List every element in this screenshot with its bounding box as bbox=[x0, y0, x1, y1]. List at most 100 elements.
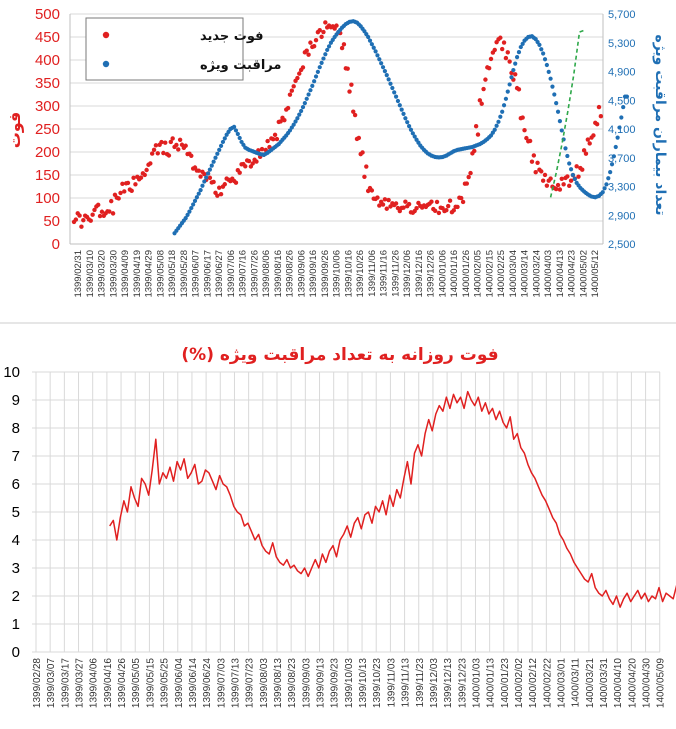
icu-point bbox=[563, 146, 568, 151]
icu-point bbox=[375, 53, 380, 58]
bottom-x-tick-label: 1399/02/28 bbox=[32, 658, 43, 708]
icu-point bbox=[617, 125, 622, 130]
top-x-tick-label: 1399/04/09 bbox=[120, 250, 131, 298]
bottom-x-tick-label: 1399/09/13 bbox=[316, 658, 327, 708]
death-point bbox=[542, 172, 548, 178]
top-x-tick-label: 1399/11/26 bbox=[390, 250, 401, 297]
top-left-tick-label: 50 bbox=[43, 213, 60, 230]
icu-point bbox=[367, 38, 373, 43]
death-point bbox=[183, 143, 188, 148]
death-point bbox=[585, 137, 591, 142]
icu-point bbox=[503, 96, 509, 101]
top-chart-right-axis-title: تعداد بیماران مراقبت ویژه bbox=[652, 34, 668, 215]
icu-point bbox=[609, 162, 615, 167]
icu-point bbox=[513, 61, 518, 66]
icu-point bbox=[611, 154, 616, 159]
icu-trend-line bbox=[549, 29, 586, 198]
bottom-x-tick-label: 1399/11/13 bbox=[401, 658, 412, 708]
icu-point bbox=[198, 187, 203, 193]
death-point bbox=[393, 201, 399, 206]
death-point bbox=[544, 183, 550, 188]
icu-point bbox=[326, 44, 332, 49]
bottom-x-tick-label: 1399/05/05 bbox=[131, 658, 142, 708]
top-x-tick-label: 1399/05/28 bbox=[179, 250, 190, 298]
death-point bbox=[287, 92, 293, 97]
top-right-tick-label: 2,500 bbox=[608, 239, 636, 251]
icu-point bbox=[187, 209, 192, 214]
bottom-x-tick-label: 1400/02/12 bbox=[528, 658, 539, 708]
death-point bbox=[198, 174, 203, 179]
top-x-tick-label: 1400/04/23 bbox=[567, 250, 578, 298]
death-point bbox=[479, 101, 484, 106]
death-point bbox=[120, 181, 125, 187]
top-right-tick-label: 3,300 bbox=[608, 182, 636, 194]
top-x-tick-label: 1400/03/04 bbox=[508, 250, 519, 298]
death-point bbox=[360, 150, 365, 155]
death-point bbox=[149, 151, 155, 156]
bottom-x-tick-label: 1399/09/23 bbox=[330, 658, 341, 708]
bottom-y-tick-label: 1 bbox=[12, 616, 20, 633]
bottom-y-tick-label: 10 bbox=[3, 364, 20, 381]
top-right-tick-label: 4,100 bbox=[608, 124, 636, 136]
top-x-tick-label: 1399/07/26 bbox=[249, 250, 260, 298]
top-x-tick-label: 1400/05/02 bbox=[578, 250, 589, 298]
death-point bbox=[598, 113, 604, 119]
bottom-x-tick-label: 1399/10/23 bbox=[372, 658, 383, 708]
legend-marker-new-deaths bbox=[102, 31, 110, 39]
death-point bbox=[403, 199, 408, 204]
icu-point bbox=[371, 45, 376, 50]
icu-point bbox=[403, 116, 408, 121]
icu-point bbox=[191, 202, 196, 207]
death-point bbox=[313, 37, 319, 43]
bottom-x-tick-label: 1399/09/03 bbox=[301, 658, 312, 708]
icu-point bbox=[498, 114, 503, 119]
death-point bbox=[503, 55, 509, 61]
death-point bbox=[473, 124, 479, 129]
top-right-tick-label: 4,900 bbox=[608, 67, 636, 79]
bottom-x-tick-label: 1400/03/11 bbox=[571, 658, 582, 708]
bottom-x-tick-label: 1399/12/03 bbox=[429, 658, 440, 708]
icu-point bbox=[550, 84, 555, 89]
icu-point bbox=[565, 153, 570, 159]
top-x-tick-label: 1400/02/25 bbox=[496, 250, 507, 298]
top-left-tick-label: 0 bbox=[52, 236, 60, 253]
icu-point bbox=[554, 101, 559, 106]
icu-point bbox=[302, 101, 307, 106]
death-point bbox=[295, 75, 300, 81]
top-x-tick-label: 1399/08/26 bbox=[285, 250, 296, 298]
icu-point bbox=[382, 69, 388, 74]
icu-point bbox=[407, 124, 412, 129]
top-chart-x-axis: 1399/02/31 1399/03/10 1399/03/20 1399/03/30… bbox=[73, 250, 601, 298]
death-point bbox=[386, 197, 391, 203]
top-chart-plot-area bbox=[71, 19, 630, 236]
icu-point bbox=[386, 77, 391, 82]
death-point bbox=[384, 206, 389, 211]
death-point bbox=[524, 135, 529, 141]
death-point bbox=[196, 168, 201, 173]
death-point bbox=[382, 197, 388, 202]
death-point bbox=[323, 20, 328, 25]
death-point bbox=[341, 42, 347, 47]
top-x-tick-label: 1399/05/08 bbox=[155, 250, 166, 298]
death-point bbox=[414, 205, 419, 211]
bottom-y-tick-label: 5 bbox=[12, 504, 20, 521]
top-x-tick-label: 1400/01/06 bbox=[437, 250, 448, 298]
death-point bbox=[475, 132, 481, 137]
death-point bbox=[401, 205, 406, 210]
bottom-x-tick-label: 1399/10/03 bbox=[344, 658, 355, 708]
death-point bbox=[432, 208, 438, 214]
icu-point bbox=[313, 74, 319, 79]
top-x-tick-label: 1399/08/16 bbox=[273, 250, 284, 298]
icu-point bbox=[194, 195, 199, 200]
death-point bbox=[436, 210, 442, 216]
top-x-tick-label: 1400/03/14 bbox=[520, 250, 531, 298]
death-point bbox=[207, 175, 213, 181]
icu-point bbox=[568, 167, 574, 172]
death-point bbox=[531, 153, 537, 158]
death-point bbox=[250, 161, 255, 166]
death-point bbox=[282, 117, 287, 123]
icu-point bbox=[600, 190, 605, 195]
bottom-y-tick-label: 4 bbox=[12, 532, 20, 549]
top-x-tick-label: 1399/12/06 bbox=[402, 250, 413, 298]
top-x-tick-label: 1399/12/26 bbox=[426, 250, 437, 298]
